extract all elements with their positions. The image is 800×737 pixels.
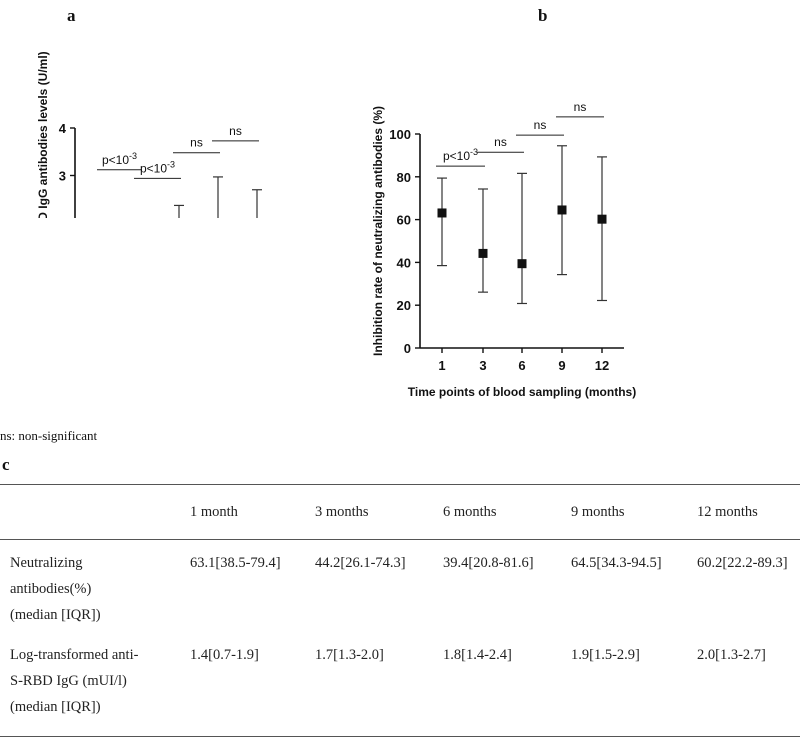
table-cell: 64.5[34.3-94.5] xyxy=(571,555,662,571)
row-label-line: (median [IQR]) xyxy=(10,699,101,715)
significance-label: ns xyxy=(190,136,203,150)
y-tick-label: 20 xyxy=(397,298,411,313)
data-point xyxy=(557,205,567,215)
significance-label: p<10-3 xyxy=(102,151,137,167)
x-axis-title: Time points of blood sampling (months) xyxy=(408,385,636,399)
y-tick-label: 2 xyxy=(59,216,66,218)
chart-b: 0 20 40 60 80 100 1 3 6 9 12 p<10-3 ns ns ns Time point… xyxy=(371,100,636,399)
data-point xyxy=(478,248,488,258)
significance-label: ns xyxy=(229,124,242,138)
y-tick-label: 40 xyxy=(397,255,411,270)
table-cell: 2.0[1.3-2.7] xyxy=(697,632,800,737)
row-label-line: Log-transformed anti- xyxy=(10,647,139,663)
significance-exponent: -3 xyxy=(167,159,175,169)
table-cell: 1.9[1.5-2.9] xyxy=(571,632,697,737)
table-cell: 63.1[38.5-79.4] xyxy=(190,555,281,571)
significance-label: p<10-3 xyxy=(140,159,175,175)
data-point xyxy=(597,214,607,224)
y-axis-title: Log-transformed anti-S-RBD IgG antibodie… xyxy=(36,51,50,218)
significance-label: ns xyxy=(494,135,507,149)
table-cell: 60.2[22.2-89.3] xyxy=(697,555,788,571)
y-tick-label: 60 xyxy=(397,213,411,228)
row-label-line: Neutralizing xyxy=(10,555,83,571)
row-label-line: (median [IQR]) xyxy=(10,607,101,623)
table-header-cell: 12 months xyxy=(697,484,800,540)
significance-exponent: -3 xyxy=(470,147,478,157)
table-header-cell: 6 months xyxy=(443,484,571,540)
table-row: Log-transformed anti- S-RBD IgG (mUI/l) … xyxy=(0,632,800,737)
significance-label: p<10-3 xyxy=(443,147,478,163)
row-label: Log-transformed anti- S-RBD IgG (mUI/l) … xyxy=(0,632,178,737)
significance-label: ns xyxy=(574,100,587,114)
panel-label-a: a xyxy=(67,6,76,25)
y-tick-label: 80 xyxy=(397,170,411,185)
data-point xyxy=(517,259,527,269)
table-cell: 1.8[1.4-2.4] xyxy=(443,632,571,737)
y-tick-label: 0 xyxy=(404,341,411,356)
chart-a: 01234136912p<10-3p<10-3nsnsTime points o… xyxy=(36,51,262,218)
table-cell: 1.4[0.7-1.9] xyxy=(178,632,315,737)
x-tick-label: 6 xyxy=(518,358,525,373)
x-tick-label: 12 xyxy=(595,358,609,373)
panel-label-b: b xyxy=(538,6,548,25)
significance-label: ns xyxy=(534,118,547,132)
data-point xyxy=(437,208,447,218)
y-tick-label: 4 xyxy=(59,121,67,136)
row-label-line: S-RBD IgG (mUI/l) xyxy=(10,673,127,689)
table-header-row: 1 month 3 months 6 months 9 months 12 mo… xyxy=(0,484,800,540)
row-label-line: antibodies(%) xyxy=(10,581,92,597)
table-header-cell xyxy=(0,484,178,540)
summary-table: 1 month 3 months 6 months 9 months 12 mo… xyxy=(0,484,800,737)
table-cell: 39.4[20.8-81.6] xyxy=(443,555,534,571)
table-header-cell: 1 month xyxy=(178,484,315,540)
y-tick-label: 100 xyxy=(389,127,411,142)
y-tick-label: 3 xyxy=(59,169,66,184)
x-tick-label: 1 xyxy=(438,358,445,373)
table-header-cell: 9 months xyxy=(571,484,697,540)
table-cell: 1.7[1.3-2.0] xyxy=(315,632,443,737)
table-cell: 44.2[26.1-74.3] xyxy=(315,555,406,571)
y-axis-title: Inhibition rate of neutralizing antibodi… xyxy=(371,106,385,356)
significance-exponent: -3 xyxy=(129,151,137,161)
table-row: Neutralizing antibodies(%) (median [IQR]… xyxy=(0,540,800,633)
table-header-cell: 3 months xyxy=(315,484,443,540)
footnote: ns: non-significant xyxy=(0,428,98,443)
x-tick-label: 9 xyxy=(558,358,565,373)
x-tick-label: 3 xyxy=(479,358,486,373)
row-label: Neutralizing antibodies(%) (median [IQR]… xyxy=(0,540,178,633)
panel-label-c: c xyxy=(2,455,10,474)
